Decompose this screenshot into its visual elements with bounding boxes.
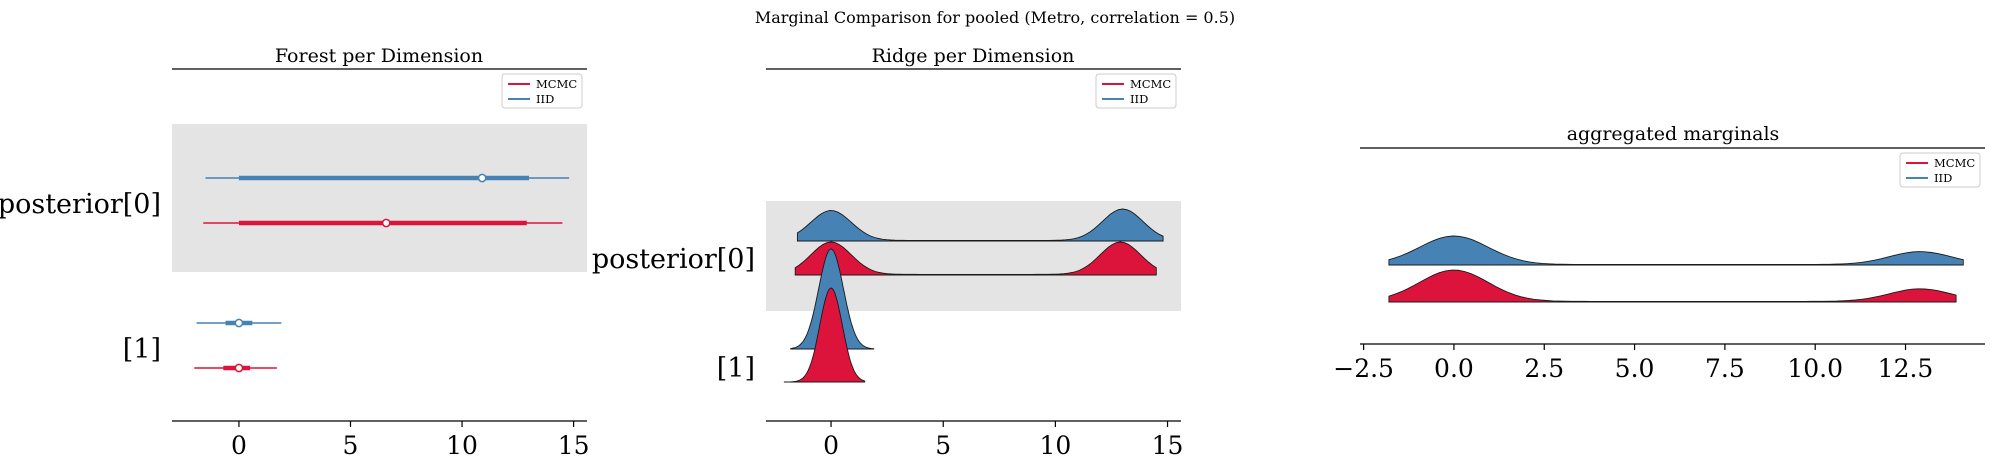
ridge-panel: Ridge per Dimension posterior[0] [1] MCMCI… <box>592 45 1184 460</box>
forest-legend-label-iid: IID <box>536 92 554 106</box>
aggregated-x-tick-label: −2.5 <box>1333 354 1394 383</box>
ridge-density-mcmc <box>783 287 866 383</box>
ridge-legend-label-mcmc: MCMC <box>1130 77 1171 91</box>
aggregated-density-mcmc <box>1388 269 1957 303</box>
ridge-legend-label-iid: IID <box>1130 92 1148 106</box>
forest-legend-label-mcmc: MCMC <box>536 77 577 91</box>
forest-row-band <box>172 124 587 272</box>
ridge-x-tick-label: 5 <box>935 431 951 460</box>
aggregated-density-iid <box>1388 235 1964 266</box>
aggregated-legend-label-mcmc: MCMC <box>1934 156 1975 170</box>
ridge-panel-title: Ridge per Dimension <box>872 45 1075 67</box>
aggregated-x-tick-label: 12.5 <box>1878 354 1934 383</box>
forest-x-tick-label: 15 <box>558 431 590 460</box>
aggregated-legend-label-iid: IID <box>1934 171 1952 185</box>
forest-panel: Forest per Dimension posterior[0] [1] MCMC… <box>0 45 590 460</box>
forest-median-point-mcmc <box>381 218 391 228</box>
forest-x-tick-label: 10 <box>446 431 478 460</box>
aggregated-panel-title: aggregated marginals <box>1567 123 1780 145</box>
aggregated-x-tick-label: 2.5 <box>1524 354 1564 383</box>
ridge-row-label: posterior[0] <box>592 244 755 275</box>
ridge-x-tick-label: 15 <box>1152 431 1184 460</box>
ridge-row-label: [1] <box>717 353 755 384</box>
forest-median-point-iid <box>234 318 244 328</box>
forest-panel-title: Forest per Dimension <box>275 45 483 67</box>
forest-x-tick-label: 5 <box>343 431 359 460</box>
ridge-x-tick-label: 0 <box>823 431 839 460</box>
figure-suptitle: Marginal Comparison for pooled (Metro, c… <box>755 8 1235 27</box>
ridge-density-iid <box>796 208 1164 242</box>
aggregated-x-tick-label: 7.5 <box>1705 354 1745 383</box>
aggregated-x-tick-label: 10.0 <box>1787 354 1843 383</box>
forest-row-label: posterior[0] <box>0 189 161 220</box>
aggregated-x-tick-label: 5.0 <box>1615 354 1655 383</box>
forest-row-label: [1] <box>123 334 161 365</box>
forest-x-tick-label: 0 <box>231 431 247 460</box>
aggregated-x-tick-label: 0.0 <box>1434 354 1474 383</box>
forest-median-point-mcmc <box>234 363 244 373</box>
forest-median-point-iid <box>477 173 487 183</box>
ridge-x-tick-label: 10 <box>1039 431 1071 460</box>
